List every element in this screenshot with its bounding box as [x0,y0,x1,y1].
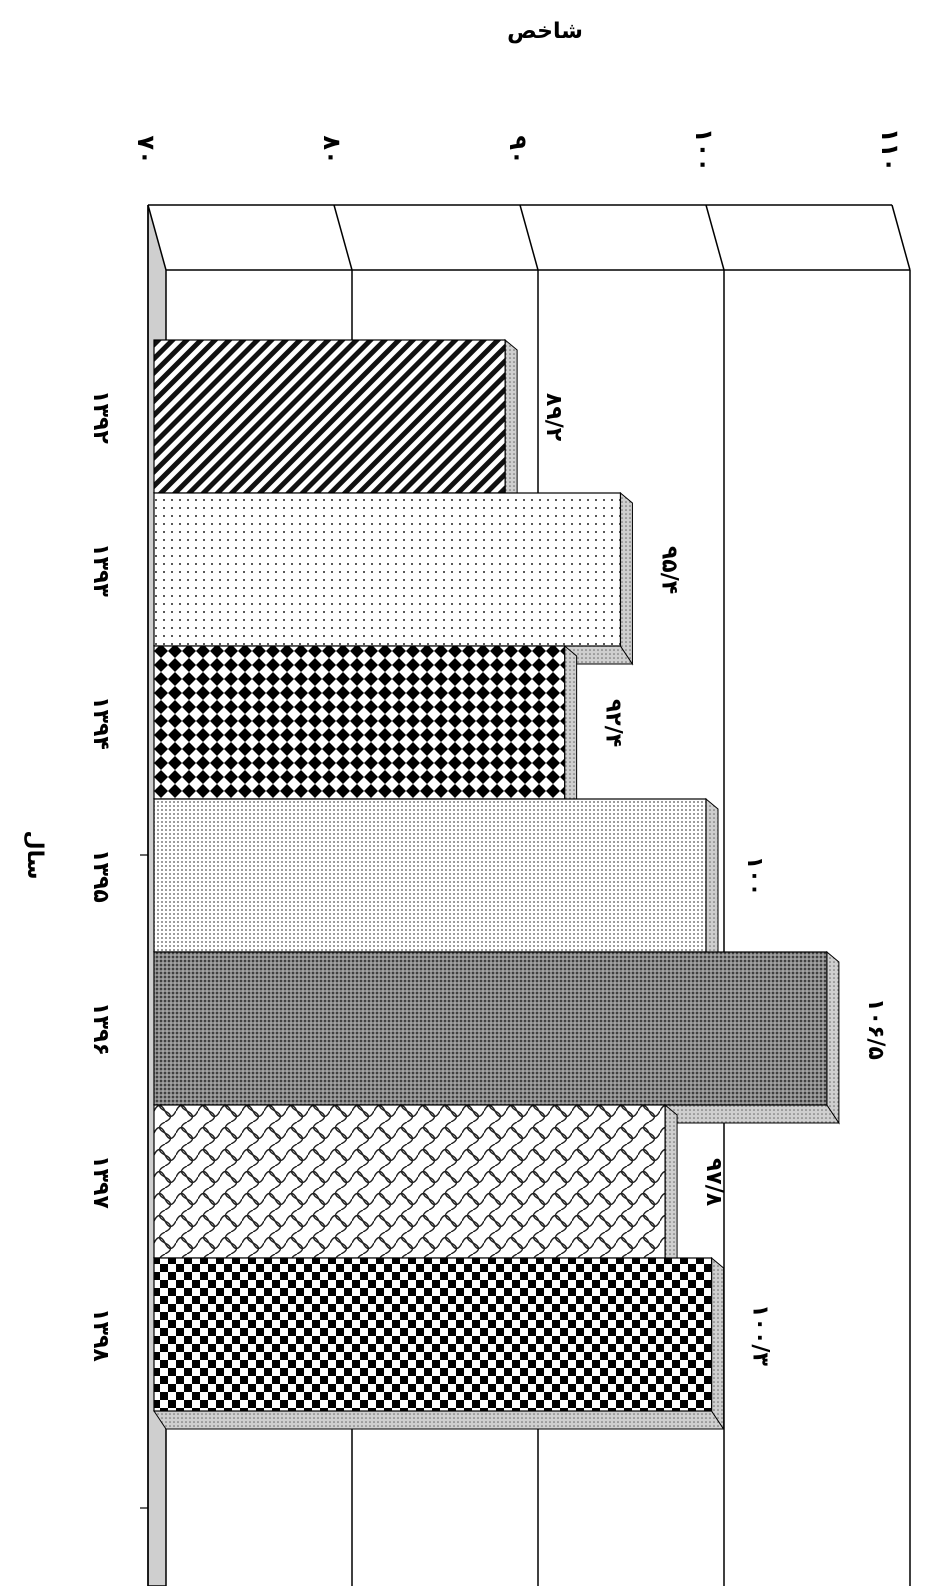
bar-end-face [664,1103,678,1278]
bar-end-face [504,338,518,513]
category-label: ۱۳۹۷ [88,1155,113,1209]
gridline-diagonal [519,204,539,271]
bar-depth-face [153,1410,725,1430]
data-label: ۹۲/۴ [601,699,626,747]
data-label: ۸۹/۲ [541,393,566,442]
category-label: ۱۳۹۵ [88,849,113,903]
bar [153,798,707,953]
bars [153,338,840,1431]
labels: ۷۰ ۸۰ ۹۰ ۱۰۰ ۱۱۰ ۸۹/۲ ۱۳۹۲ ۹۵/۴ ۱۳۹۳ ۹۲/۴ ۱۳۹۴ ۱۰۰ ۱… [88,128,904,1366]
bar-end-face [826,950,840,1125]
bar-end-face [619,491,633,666]
bar [153,339,506,494]
bar-end-face [564,644,578,819]
tick-label: ۱۱۰ [876,128,904,172]
bar [153,645,566,800]
bar [153,951,828,1106]
data-label: ۹۵/۴ [656,546,681,594]
category-axis-title: سال [22,831,47,880]
data-label: ۱۰۰/۳ [748,1304,773,1366]
tick-label: ۱۰۰ [690,128,718,172]
category-label: ۱۳۹۲ [88,390,113,444]
bar [153,1104,666,1259]
data-label: ۱۰۰ [742,856,767,896]
data-label: ۹۷/۸ [701,1158,726,1207]
category-label: ۱۳۹۴ [88,696,113,750]
bar-end-face [711,1256,725,1431]
bar-end-face [705,797,719,972]
tick-label: ۷۰ [132,135,160,164]
gridline-diagonal [891,204,911,271]
data-label: ۱۰۶/۵ [863,998,888,1060]
bar [153,492,622,647]
bar [153,1257,713,1412]
tick-label: ۸۰ [318,135,346,164]
category-label: ۱۳۹۸ [88,1308,113,1362]
category-label: ۱۳۹۳ [88,543,113,597]
gridline-diagonal [333,204,353,271]
category-label: ۱۳۹۶ [88,1002,113,1056]
gridline-diagonal [705,204,725,271]
value-axis-title: شاخص [507,19,583,44]
tick-label: ۹۰ [504,135,532,164]
